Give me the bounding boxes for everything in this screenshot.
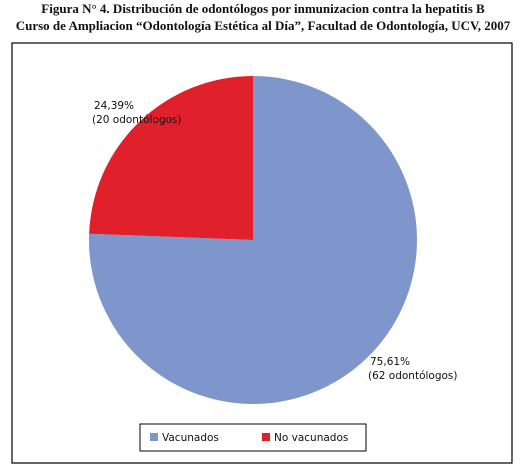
- data-label: 75,61%: [370, 356, 410, 368]
- legend-label: No vacunados: [274, 432, 348, 444]
- data-label: 24,39%: [94, 100, 134, 112]
- legend-label: Vacunados: [162, 432, 219, 444]
- chart-title: Curso de Ampliacion “Odontología Estétic…: [16, 18, 511, 33]
- legend-swatch: [150, 433, 158, 441]
- chart-title: Figura N° 4. Distribución de odontólogos…: [41, 1, 485, 16]
- legend-swatch: [262, 433, 270, 441]
- pie-slice: [89, 76, 253, 240]
- data-label-count: (62 odontólogos): [368, 370, 458, 382]
- legend-box: [139, 423, 367, 452]
- data-label-count: (20 odontólogos): [92, 114, 182, 126]
